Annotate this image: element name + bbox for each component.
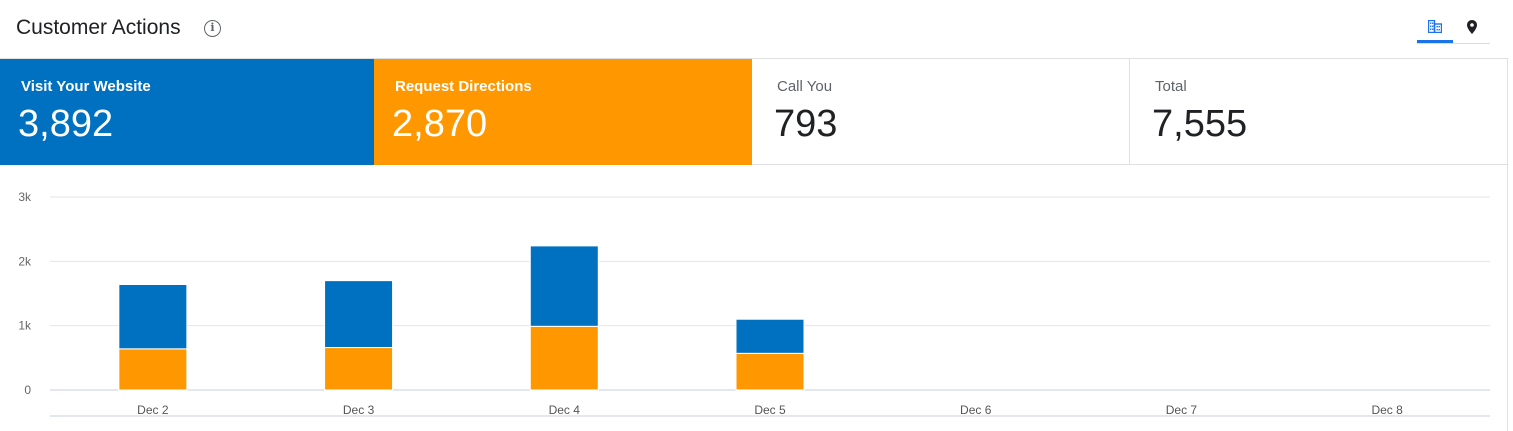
chart-svg: 0 1k 2k 3k Dec 2 Dec 3 Dec 4 Dec 5 Dec 6 Dec 7 Dec… — [18, 190, 1490, 417]
building-view-button[interactable] — [1417, 12, 1453, 43]
bar-segment — [324, 280, 394, 349]
tile-total: Total 7,555 — [1130, 59, 1508, 165]
x-tick-label: Dec 8 — [1371, 403, 1403, 417]
bar-segment — [529, 245, 599, 327]
x-tick-label: Dec 4 — [549, 403, 581, 417]
x-tick-label: Dec 2 — [137, 403, 169, 417]
card-header: Customer Actions i — [0, 0, 1508, 59]
info-icon[interactable]: i — [204, 20, 221, 37]
map-view-button[interactable] — [1454, 12, 1490, 42]
y-tick-label: 2k — [18, 254, 32, 268]
card-title: Customer Actions — [16, 16, 181, 39]
tile-value: 793 — [774, 103, 838, 145]
bar-segment — [529, 325, 599, 391]
x-tick-label: Dec 7 — [1166, 403, 1198, 417]
y-tick-label: 0 — [24, 383, 31, 397]
tile-value: 2,870 — [392, 103, 488, 145]
bar-segment — [324, 347, 394, 391]
bar-segment — [118, 283, 188, 350]
tile-request-directions[interactable]: Request Directions 2,870 — [374, 59, 752, 165]
x-tick-label: Dec 3 — [343, 403, 375, 417]
map-pin-icon — [1467, 20, 1477, 34]
bar-segment — [118, 348, 188, 391]
tile-label: Total — [1155, 78, 1187, 95]
tile-label: Request Directions — [395, 78, 532, 95]
x-tick-label: Dec 5 — [754, 403, 786, 417]
stacked-bar-chart: 0 1k 2k 3k Dec 2 Dec 3 Dec 4 Dec 5 Dec 6 Dec 7 Dec… — [0, 165, 1508, 431]
tile-value: 3,892 — [18, 103, 114, 145]
x-tick-label: Dec 6 — [960, 403, 992, 417]
y-tick-label: 1k — [18, 319, 32, 333]
bar-segment — [735, 352, 805, 391]
tile-label: Call You — [777, 78, 833, 95]
tile-call-you[interactable]: Call You 793 — [752, 59, 1130, 165]
tile-label: Visit Your Website — [21, 78, 151, 95]
y-tick-label: 3k — [18, 190, 32, 204]
bar-segment — [735, 318, 805, 354]
tile-value: 7,555 — [1152, 103, 1248, 145]
tile-visit-website[interactable]: Visit Your Website 3,892 — [0, 59, 374, 165]
building-icon — [1428, 19, 1442, 33]
view-toggle — [1417, 12, 1490, 44]
